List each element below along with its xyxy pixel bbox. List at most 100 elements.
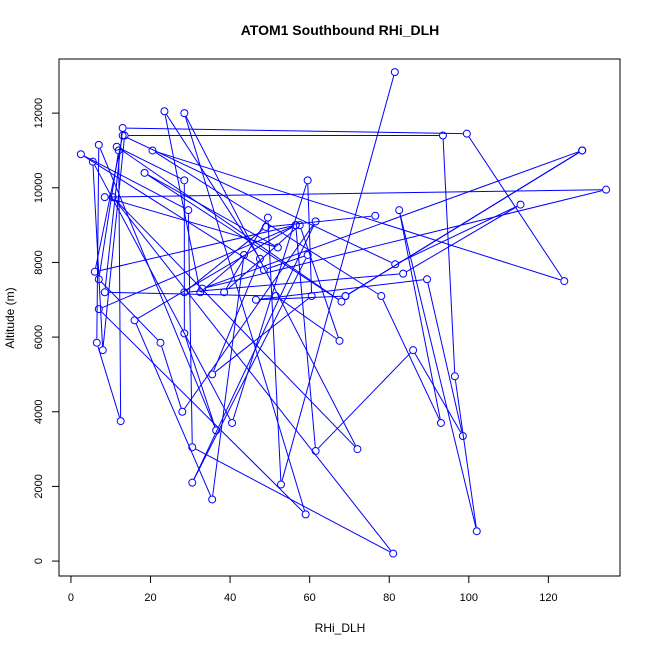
series-segment (318, 352, 411, 449)
series-segment (118, 154, 122, 418)
series-segment (442, 139, 456, 373)
data-point (198, 284, 207, 293)
series-segment (193, 258, 307, 480)
series-segment (267, 255, 305, 270)
data-point (180, 329, 189, 338)
data-point (94, 275, 103, 284)
series-segment (454, 380, 477, 528)
data-point (377, 292, 386, 301)
series-segment (126, 127, 463, 135)
data-point (295, 221, 304, 230)
data-point (100, 288, 109, 297)
data-point (100, 193, 109, 202)
data-point (516, 200, 525, 209)
series-segment (119, 148, 339, 300)
data-point (156, 338, 165, 347)
x-tick-label: 80 (383, 592, 395, 604)
series-segment (427, 283, 463, 433)
y-tick-label: 2000 (33, 474, 45, 498)
data-point (311, 217, 320, 226)
data-point (184, 206, 193, 215)
data-point (273, 243, 282, 252)
series-segment (278, 297, 337, 339)
series-segment (161, 346, 182, 409)
data-point (240, 250, 249, 259)
series-segment (84, 155, 185, 209)
series-segment (202, 257, 242, 291)
data-point (120, 131, 129, 140)
data-point (391, 260, 400, 269)
series-segment (120, 148, 181, 179)
data-point (90, 267, 99, 276)
series-segment (399, 213, 477, 528)
data-point (450, 372, 459, 381)
series-segment (101, 311, 304, 512)
plot-frame (58, 58, 621, 577)
x-tick-label: 120 (539, 592, 557, 604)
series-segment (97, 346, 120, 418)
series-segment (104, 131, 123, 289)
data-point (188, 478, 197, 487)
data-point (423, 275, 432, 284)
data-point (301, 510, 310, 519)
data-point (208, 495, 217, 504)
data-point (291, 221, 300, 230)
series-segment (156, 151, 561, 281)
series-segment (126, 136, 392, 264)
series-segment (94, 164, 231, 420)
data-point (220, 288, 229, 297)
series-segment (414, 353, 462, 433)
series-segment (101, 281, 159, 341)
series-segment (102, 226, 293, 308)
series-segment (382, 299, 440, 420)
data-point (178, 407, 187, 416)
data-point (92, 338, 101, 347)
data-point (277, 480, 286, 489)
series-segment (114, 199, 392, 551)
y-tick-label: 0 (33, 558, 45, 564)
series-segment (185, 116, 357, 446)
data-point (602, 185, 611, 194)
series-segment (102, 139, 125, 347)
series-segment (232, 183, 307, 420)
data-point (311, 446, 320, 455)
data-point (259, 265, 268, 274)
data-point (389, 549, 398, 558)
series-segment (147, 174, 275, 246)
x-tick-label: 60 (304, 592, 316, 604)
x-tick-label: 40 (224, 592, 236, 604)
data-point (337, 297, 346, 306)
data-point (116, 417, 125, 426)
data-point (271, 292, 280, 301)
data-point (228, 418, 237, 427)
series-layer (76, 68, 611, 558)
data-point (436, 418, 445, 427)
data-point (118, 131, 127, 140)
data-point (251, 295, 260, 304)
series-segment (135, 323, 212, 497)
series-segment (187, 229, 264, 291)
data-point (94, 305, 103, 314)
series-segment (205, 151, 579, 288)
data-point (335, 336, 344, 345)
data-point (303, 176, 312, 185)
data-point (130, 316, 139, 325)
data-point (303, 250, 312, 259)
data-point (188, 443, 197, 452)
series-segment (206, 190, 603, 289)
series-segment (195, 448, 390, 553)
data-point (160, 107, 169, 116)
series-segment (281, 75, 395, 481)
data-point (409, 346, 418, 355)
data-point (94, 140, 103, 149)
x-tick-label: 20 (144, 592, 156, 604)
data-point (390, 68, 399, 77)
series-segment (267, 221, 282, 481)
series-segment (83, 155, 261, 269)
series-segment (300, 228, 339, 338)
data-point (180, 176, 189, 185)
data-point (108, 193, 117, 202)
data-point (98, 346, 107, 355)
data-point (263, 213, 272, 222)
data-point (180, 288, 189, 297)
